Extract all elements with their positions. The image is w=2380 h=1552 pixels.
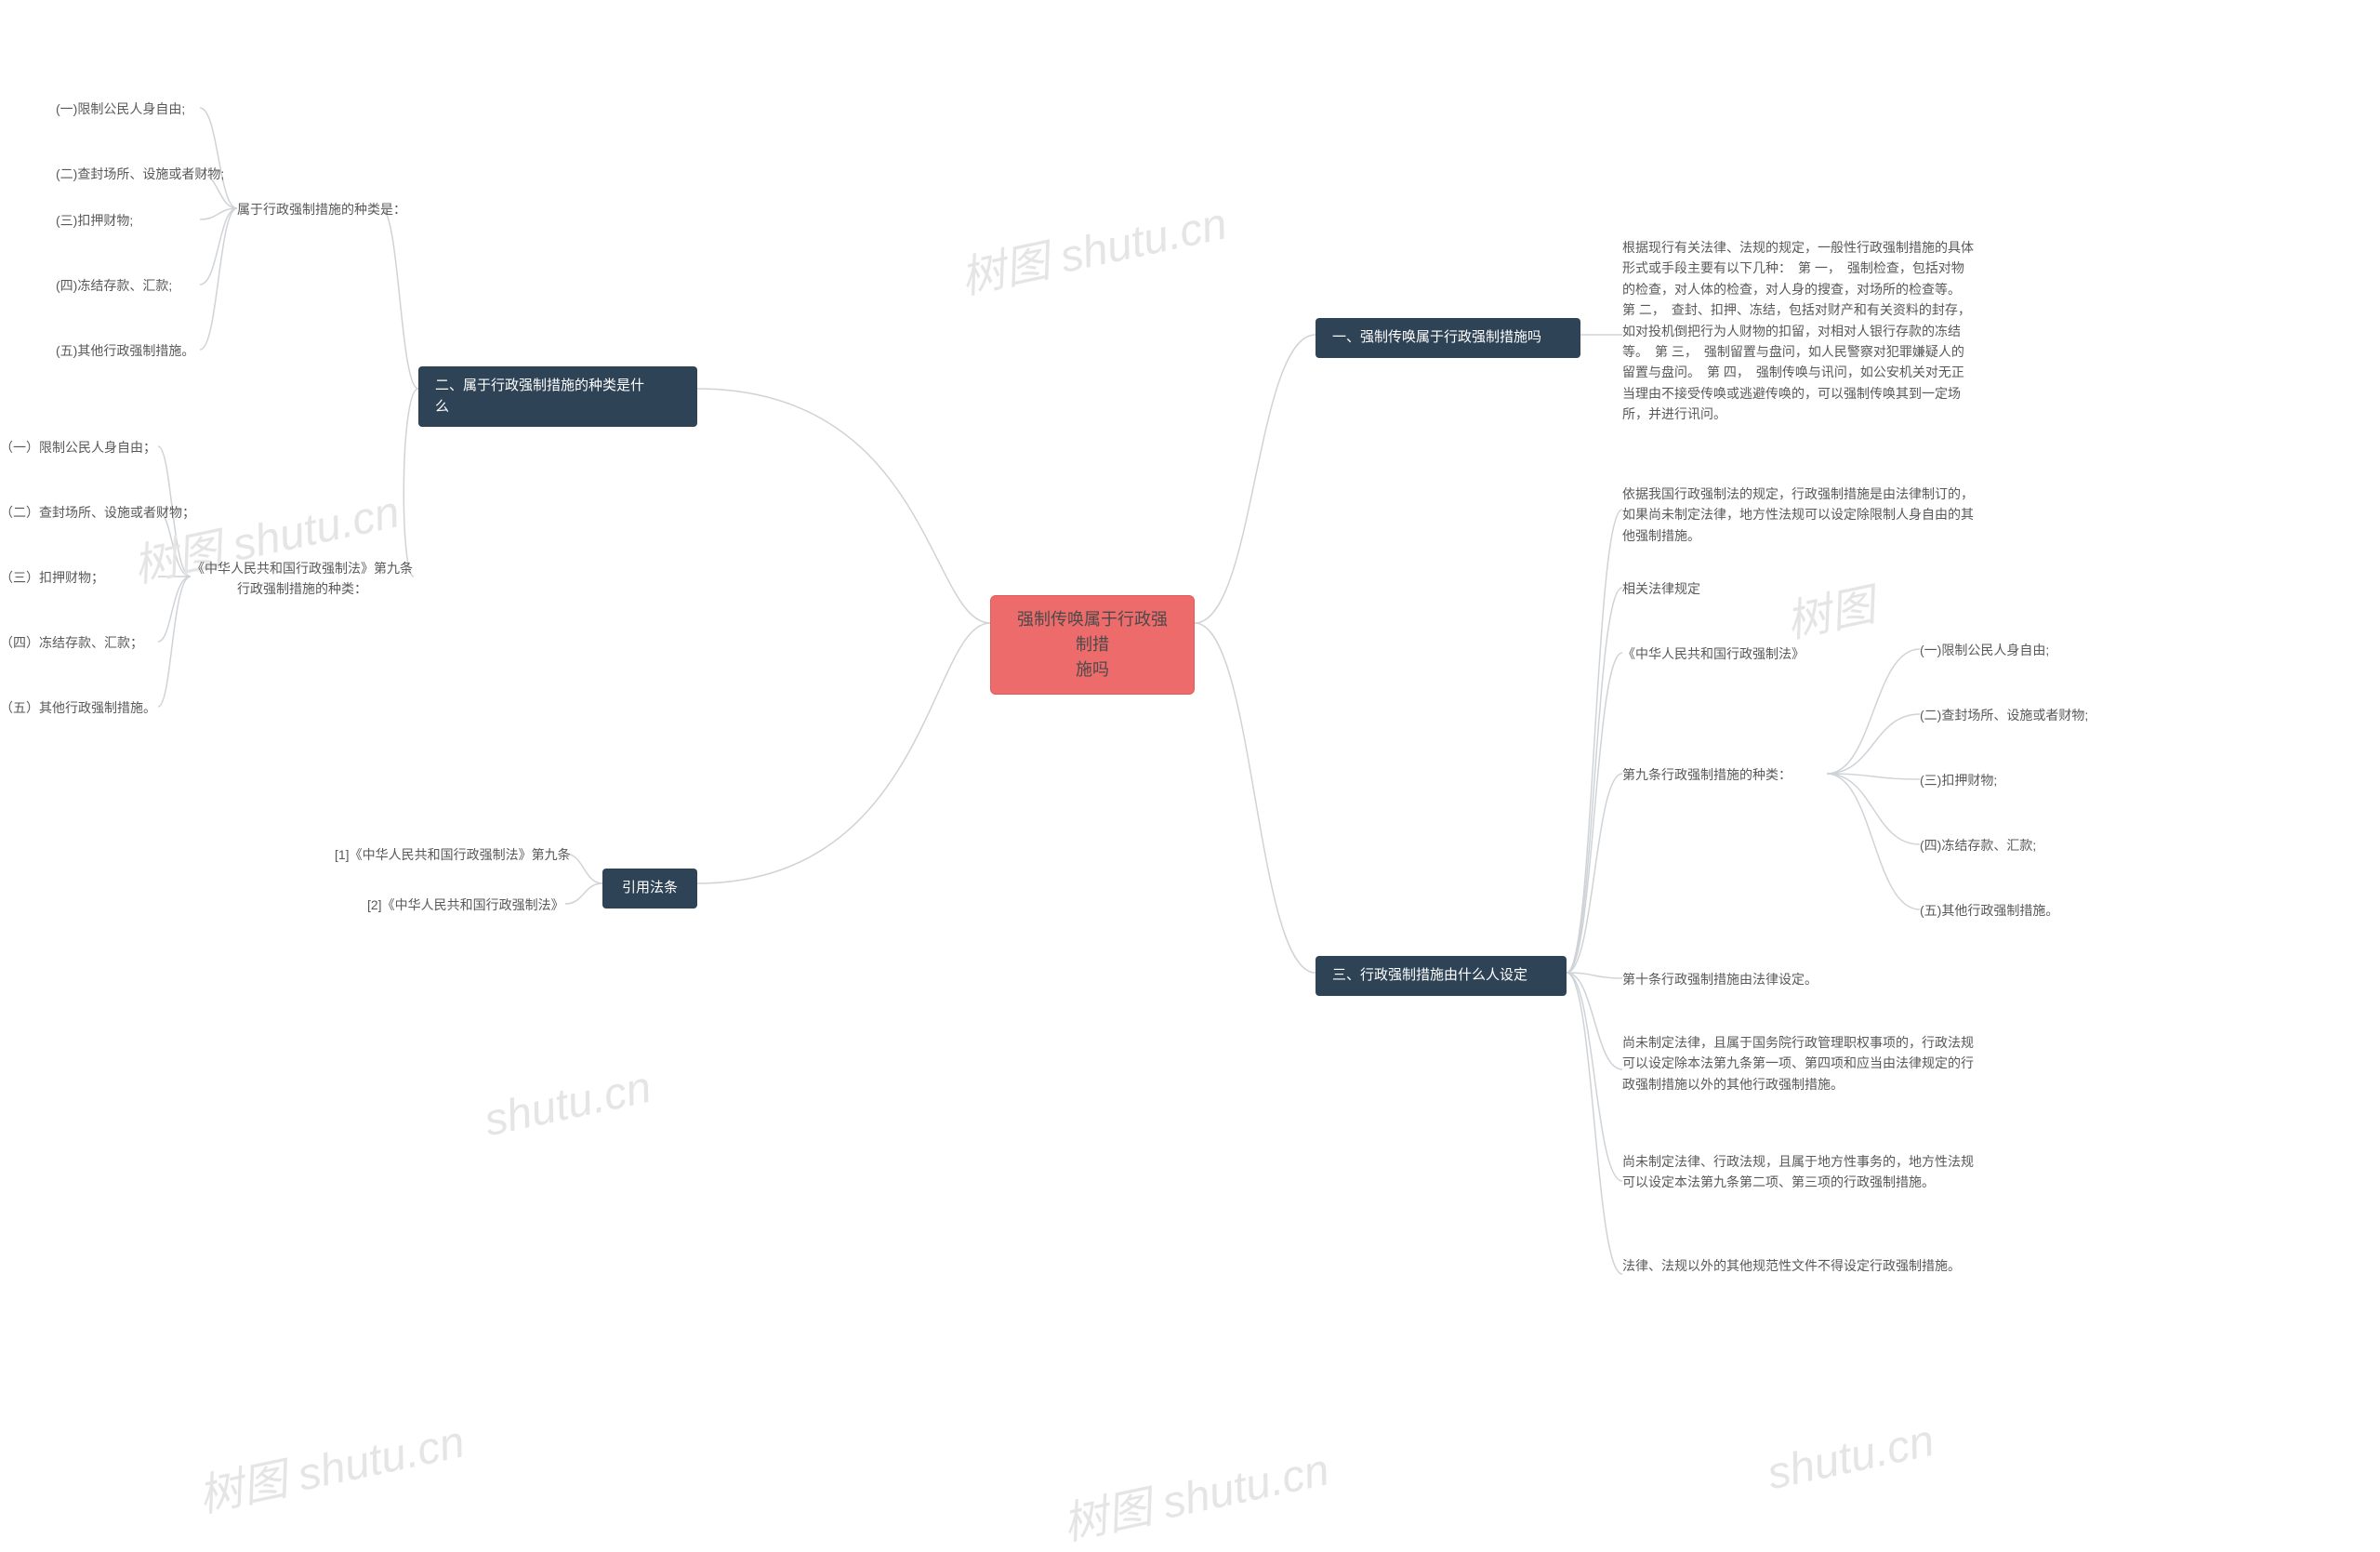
- leaf-l2-g1-label: 属于行政强制措施的种类是：: [237, 199, 406, 219]
- leaf-l4-0: [1]《中华人民共和国行政强制法》第九条: [335, 844, 571, 865]
- leaf-r3-2: 《中华人民共和国行政强制法》: [1622, 643, 1864, 664]
- leaf-r3-sub9-2: (三)扣押财物;: [1920, 770, 1997, 790]
- leaf-l2-g2-3: （四）冻结存款、汇款；: [0, 632, 143, 653]
- leaf-r1-0: 根据现行有关法律、法规的规定，一般性行政强制措施的具体形式或手段主要有以下几种：…: [1622, 237, 1976, 425]
- root-label-1: 强制传唤属于行政强制措: [1017, 610, 1168, 654]
- branch-r3[interactable]: 三、行政强制措施由什么人设定: [1316, 956, 1567, 996]
- leaf-r3-0: 依据我国行政强制法的规定，行政强制措施是由法律制订的，如果尚未制定法律，地方性法…: [1622, 484, 1976, 546]
- root-label-2: 施吗: [1076, 660, 1109, 679]
- root-node[interactable]: 强制传唤属于行政强制措 施吗: [990, 595, 1195, 695]
- leaf-r3-6: 尚未制定法律、行政法规，且属于地方性事务的，地方性法规可以设定本法第九条第二项、…: [1622, 1151, 1976, 1193]
- leaf-r3-sub9-0: (一)限制公民人身自由;: [1920, 640, 2049, 660]
- leaf-l2-g2-0: （一）限制公民人身自由；: [0, 437, 156, 458]
- branch-r1[interactable]: 一、强制传唤属于行政强制措施吗: [1316, 318, 1580, 358]
- branch-l2-label-1: 二、属于行政强制措施的种类是什: [435, 378, 644, 393]
- leaf-l2-g1-1: (二)查封场所、设施或者财物;: [56, 164, 224, 184]
- leaf-r3-1: 相关法律规定: [1622, 578, 1808, 599]
- branch-r3-label: 三、行政强制措施由什么人设定: [1332, 967, 1527, 983]
- leaf-l2-g2-2: （三）扣押财物；: [0, 567, 104, 588]
- branch-l4[interactable]: 引用法条: [602, 869, 697, 909]
- leaf-l2-g1-4: (五)其他行政强制措施。: [56, 340, 194, 361]
- leaf-r3-sub9-1: (二)查封场所、设施或者财物;: [1920, 705, 2088, 725]
- branch-l2-label-2: 么: [435, 399, 449, 415]
- leaf-r3-sub9-3: (四)冻结存款、汇款;: [1920, 835, 2036, 856]
- leaf-l2-g2-1: （二）查封场所、设施或者财物；: [0, 502, 195, 523]
- branch-r1-label: 一、强制传唤属于行政强制措施吗: [1332, 329, 1541, 345]
- leaf-l2-g1-3: (四)冻结存款、汇款;: [56, 275, 172, 296]
- connector-layer: [0, 0, 2380, 1517]
- leaf-l2-g1-0: (一)限制公民人身自由;: [56, 99, 185, 119]
- leaf-l2-g2-4: （五）其他行政强制措施。: [0, 697, 156, 718]
- leaf-r3-5: 尚未制定法律，且属于国务院行政管理职权事项的，行政法规可以设定除本法第九条第一项…: [1622, 1032, 1976, 1094]
- leaf-r3-7: 法律、法规以外的其他规范性文件不得设定行政强制措施。: [1622, 1255, 1976, 1276]
- branch-l4-label: 引用法条: [622, 880, 678, 895]
- leaf-r3-sub9-4: (五)其他行政强制措施。: [1920, 900, 2058, 921]
- leaf-r3-4: 第十条行政强制措施由法律设定。: [1622, 969, 1901, 989]
- leaf-r3-3: 第九条行政强制措施的种类：: [1622, 764, 1827, 785]
- leaf-l2-g1-2: (三)扣押财物;: [56, 210, 133, 231]
- leaf-l2-g2-label: 《中华人民共和国行政强制法》第九条 行政强制措施的种类：: [191, 558, 414, 600]
- branch-l2[interactable]: 二、属于行政强制措施的种类是什 么: [418, 366, 697, 427]
- leaf-l4-1: [2]《中华人民共和国行政强制法》: [367, 895, 564, 915]
